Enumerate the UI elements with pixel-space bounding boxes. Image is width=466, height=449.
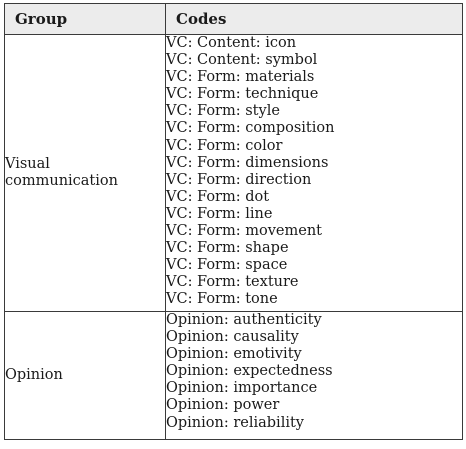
code-item: Opinion: causality — [166, 329, 299, 346]
code-item: Opinion: importance — [166, 380, 318, 397]
code-item: VC: Form: dimensions — [166, 154, 329, 171]
code-item: VC: Form: composition — [166, 120, 335, 137]
code-item: VC: Form: direction — [166, 171, 312, 188]
group-cell: Visual communication — [4, 34, 166, 312]
code-item: Opinion: authenticity — [166, 312, 322, 328]
table-header-row: Group Codes — [4, 3, 463, 35]
code-item: VC: Form: line — [166, 205, 273, 222]
code-item: Opinion: reliability — [166, 414, 304, 431]
code-item: Opinion: expectedness — [166, 363, 333, 380]
code-item: VC: Form: tone — [166, 291, 278, 308]
group-cell: Opinion — [4, 311, 166, 440]
table-row: Visual communication VC: Content: icon VC: … — [4, 34, 463, 312]
code-item: VC: Form: materials — [166, 69, 315, 86]
code-item: VC: Form: style — [166, 103, 280, 120]
codes-table: Group Codes Visual communication VC: Conte… — [4, 3, 463, 440]
group-label-line: Visual — [5, 156, 50, 172]
code-item: VC: Form: shape — [166, 240, 289, 257]
code-item: VC: Content: symbol — [166, 52, 318, 69]
codes-column-header: Codes — [165, 3, 463, 35]
group-label: Opinion — [5, 367, 165, 384]
group-label-line: Opinion — [5, 367, 63, 383]
code-item: VC: Form: color — [166, 137, 283, 154]
code-item: VC: Form: space — [166, 257, 288, 274]
code-item: VC: Form: movement — [166, 223, 322, 240]
group-column-header: Group — [4, 3, 166, 35]
code-item: Opinion: power — [166, 397, 280, 414]
table-body: Visual communication VC: Content: icon VC: … — [4, 34, 463, 440]
table-row: Opinion Opinion: authenticity Opinion: cau… — [4, 311, 463, 440]
code-item: Opinion: emotivity — [166, 346, 302, 363]
codes-cell: Opinion: authenticity Opinion: causality O… — [165, 311, 463, 440]
code-item: VC: Content: icon — [166, 35, 297, 51]
code-item: VC: Form: texture — [166, 274, 299, 291]
code-item: VC: Form: dot — [166, 188, 270, 205]
code-item: VC: Form: technique — [166, 86, 319, 103]
group-label: Visual communication — [5, 156, 165, 190]
group-label-line: communication — [5, 173, 118, 189]
codes-cell: VC: Content: icon VC: Content: symbol VC: … — [165, 34, 463, 312]
